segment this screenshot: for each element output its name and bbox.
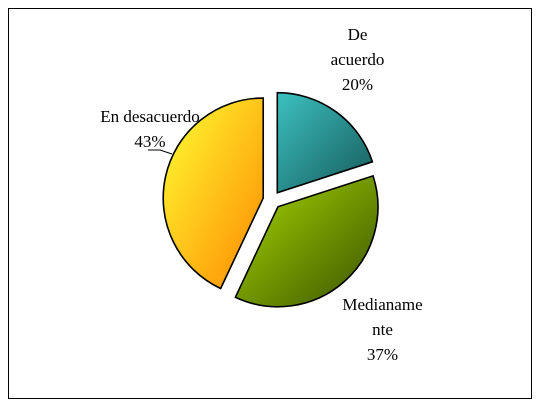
leader-line: [148, 149, 173, 155]
category-label: En desacuerdo: [100, 107, 200, 126]
pie-slice: [162, 97, 265, 290]
value-label: 37%: [366, 345, 399, 364]
pie-slice: [234, 174, 379, 308]
category-label: De acuerdo: [330, 25, 385, 69]
slice-label: Medianamente 37%: [340, 292, 425, 367]
category-label: Medianamente: [342, 295, 423, 339]
chart-border: [8, 8, 532, 399]
value-label: 20%: [341, 75, 374, 94]
slice-label: De acuerdo 20%: [320, 22, 395, 97]
slice-label: En desacuerdo 43%: [100, 104, 200, 154]
pie-slice: [276, 91, 374, 194]
value-label: 43%: [134, 132, 166, 151]
